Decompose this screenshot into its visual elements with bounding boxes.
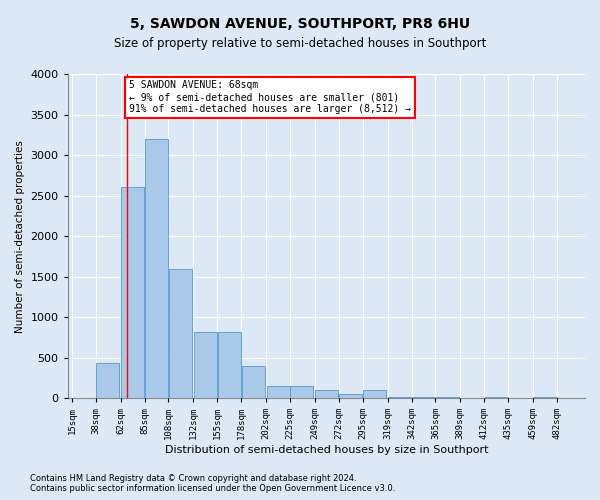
Bar xyxy=(121,188,144,398)
Text: 5, SAWDON AVENUE, SOUTHPORT, PR8 6HU: 5, SAWDON AVENUE, SOUTHPORT, PR8 6HU xyxy=(130,18,470,32)
Text: Contains HM Land Registry data © Crown copyright and database right 2024.: Contains HM Land Registry data © Crown c… xyxy=(30,474,356,483)
Bar xyxy=(96,364,119,398)
Text: Size of property relative to semi-detached houses in Southport: Size of property relative to semi-detach… xyxy=(114,38,486,51)
Bar xyxy=(169,268,192,398)
Bar xyxy=(194,332,217,398)
Bar xyxy=(363,390,386,398)
Bar xyxy=(218,332,241,398)
Bar xyxy=(145,139,168,398)
Bar xyxy=(290,386,313,398)
Bar xyxy=(242,366,265,398)
X-axis label: Distribution of semi-detached houses by size in Southport: Distribution of semi-detached houses by … xyxy=(164,445,488,455)
Bar xyxy=(339,394,362,398)
Bar xyxy=(266,386,290,398)
Text: 5 SAWDON AVENUE: 68sqm
← 9% of semi-detached houses are smaller (801)
91% of sem: 5 SAWDON AVENUE: 68sqm ← 9% of semi-deta… xyxy=(129,80,411,114)
Bar xyxy=(316,390,338,398)
Text: Contains public sector information licensed under the Open Government Licence v3: Contains public sector information licen… xyxy=(30,484,395,493)
Y-axis label: Number of semi-detached properties: Number of semi-detached properties xyxy=(15,140,25,332)
